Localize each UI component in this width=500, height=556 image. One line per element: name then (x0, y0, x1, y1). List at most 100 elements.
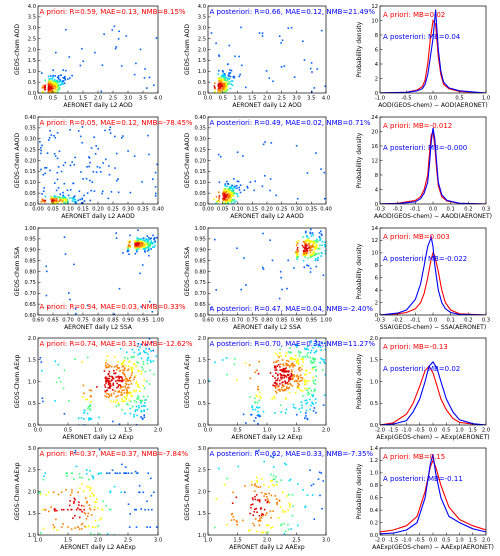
data-point (143, 351, 146, 354)
data-point (303, 241, 306, 244)
data-point (54, 85, 56, 87)
data-point (238, 55, 240, 58)
data-point (136, 409, 139, 411)
data-point (89, 417, 92, 420)
data-point (118, 404, 120, 406)
data-point (112, 432, 114, 434)
y-tick-label: 2.0 (28, 489, 36, 495)
data-point (324, 252, 326, 255)
data-point (160, 361, 162, 363)
x-axis-label: AERONET daily L2 AAOD (61, 213, 135, 220)
data-point (259, 520, 262, 522)
data-point (144, 370, 147, 373)
data-point (148, 76, 151, 79)
x-tick-label: 0.3 (482, 318, 490, 324)
data-point (313, 254, 316, 257)
data-point (283, 65, 286, 67)
data-point (50, 91, 52, 93)
data-point (314, 248, 316, 251)
y-tick-label: 0.80 (194, 269, 206, 275)
data-point (320, 237, 322, 240)
data-point (151, 242, 153, 244)
data-point (265, 70, 268, 72)
x-tick-label: 1.5 (292, 428, 300, 434)
data-point (291, 384, 294, 387)
data-point (55, 90, 57, 92)
data-point (256, 480, 258, 482)
data-point (281, 384, 284, 386)
plot-content (38, 432, 158, 535)
data-point (44, 199, 47, 202)
data-point (305, 330, 307, 332)
data-point (311, 244, 314, 246)
data-point (263, 484, 265, 486)
x-axis-label: SSA(GEOS-chem) − SSA(AERONET) (380, 324, 486, 331)
data-point (336, 357, 338, 359)
data-point (49, 169, 51, 172)
data-point (57, 75, 60, 77)
data-point (313, 518, 316, 520)
data-point (284, 462, 286, 465)
data-point (282, 491, 284, 494)
data-point (303, 252, 306, 255)
x-tick-label: 1.0 (263, 428, 271, 434)
data-point (128, 386, 130, 389)
series-line-a-posteriori (380, 235, 486, 315)
data-point (144, 402, 146, 404)
data-point (249, 377, 252, 380)
y-tick-label: 0.90 (24, 248, 36, 254)
data-point (269, 372, 272, 374)
data-point (282, 363, 284, 365)
data-point (128, 360, 131, 362)
data-point (167, 336, 169, 338)
data-point (252, 408, 254, 411)
data-point (321, 507, 323, 510)
data-point (165, 338, 167, 340)
data-point (256, 499, 259, 501)
data-point (317, 257, 319, 259)
data-point (214, 82, 216, 84)
data-point (221, 359, 224, 361)
data-point (67, 194, 70, 197)
data-point (214, 361, 216, 364)
x-tick-label: 1.0 (94, 428, 102, 434)
data-point (273, 384, 276, 387)
legend-a-priori: A priori: MB=-0.012 (383, 122, 452, 130)
data-point (223, 191, 225, 193)
data-point (121, 363, 123, 366)
data-point (98, 448, 101, 451)
data-point (214, 90, 216, 93)
data-point (47, 89, 50, 91)
data-point (169, 358, 171, 360)
data-point (107, 363, 109, 366)
data-point (55, 518, 57, 521)
y-tick-label: 8 (375, 173, 378, 179)
data-point (148, 236, 150, 239)
data-point (232, 491, 234, 494)
data-point (269, 189, 271, 192)
data-point (298, 387, 300, 389)
data-point (287, 523, 289, 526)
annotation: A posteriori: R=0.49, MAE=0.02, NMB=0.71… (210, 119, 371, 127)
data-point (63, 203, 66, 204)
data-point (116, 379, 119, 382)
data-point (287, 259, 289, 262)
data-point (306, 379, 308, 382)
data-point (309, 255, 312, 258)
data-point (301, 357, 304, 360)
series-line-a-posteriori (380, 454, 486, 535)
data-point (258, 500, 261, 503)
data-point (101, 64, 104, 66)
data-point (145, 347, 147, 350)
data-point (283, 523, 285, 525)
y-tick-label: 0.65 (194, 302, 206, 308)
y-tick-label: 0.4 (370, 508, 379, 514)
data-point (276, 373, 279, 376)
data-point (125, 380, 127, 383)
data-point (312, 410, 315, 412)
data-point (74, 527, 76, 529)
y-tick-label: 0.95 (194, 237, 206, 243)
data-point (109, 380, 112, 383)
y-tick-label: 4 (375, 62, 379, 68)
x-tick-label: 0.30 (291, 207, 303, 213)
